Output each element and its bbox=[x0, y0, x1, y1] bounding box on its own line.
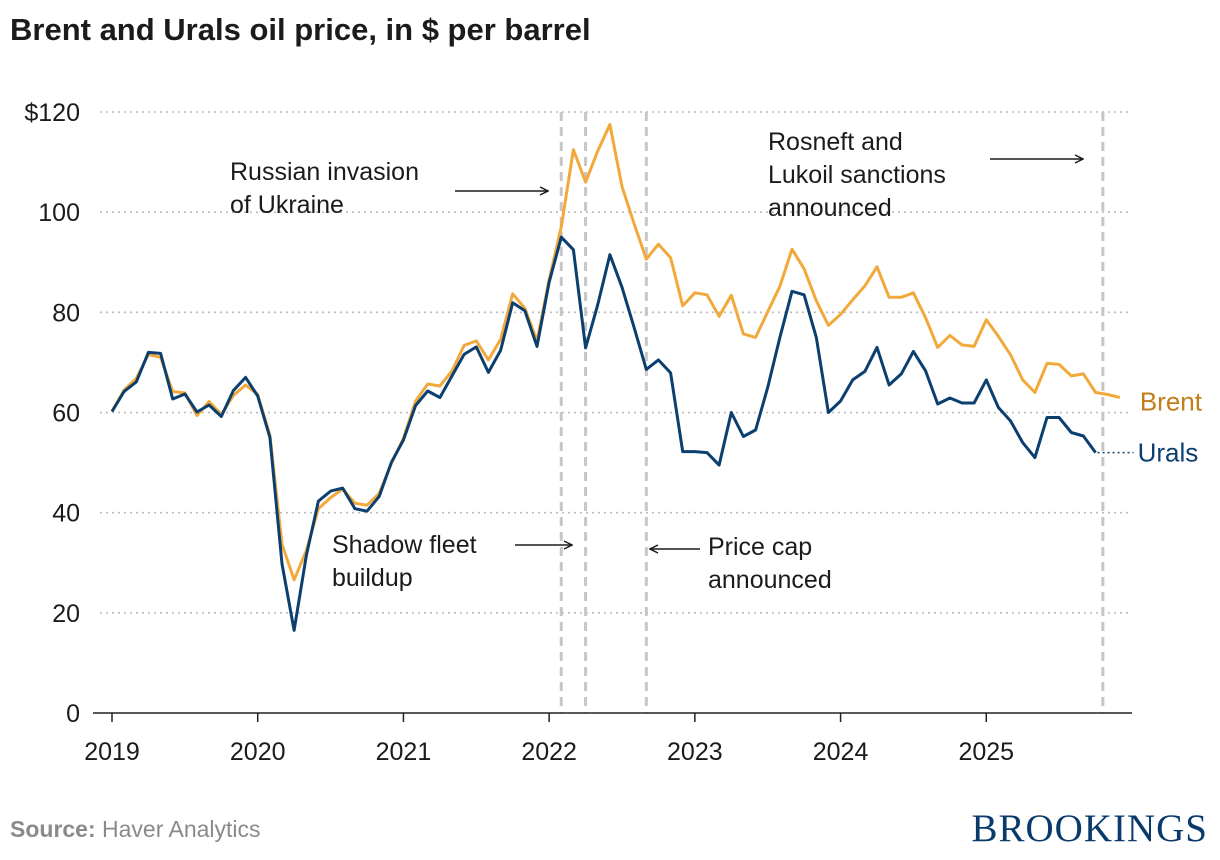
series-labels: Brent Urals bbox=[1097, 386, 1203, 468]
event-lines bbox=[559, 112, 1105, 713]
x-tick-label: 2023 bbox=[667, 738, 723, 766]
x-tick-label: 2024 bbox=[813, 738, 869, 766]
source-line: Source: Haver Analytics bbox=[10, 816, 261, 843]
x-tick-label: 2021 bbox=[376, 738, 432, 766]
y-tick-label: 60 bbox=[52, 400, 80, 428]
annotation-invasion-line: of Ukraine bbox=[230, 191, 344, 219]
annotation-pricecap-line: announced bbox=[708, 566, 832, 594]
x-tick-label: 2020 bbox=[230, 738, 286, 766]
series-line-urals bbox=[110, 235, 1097, 632]
y-tick-label: 80 bbox=[52, 299, 80, 327]
source-label: Source: bbox=[10, 816, 96, 842]
annotations: Russian invasion of Ukraine Shadow fleet bu… bbox=[230, 128, 1083, 594]
annotation-rosneft-line: Lukoil sanctions bbox=[768, 161, 946, 189]
series-label-brent: Brent bbox=[1140, 386, 1203, 416]
series-label-urals: Urals bbox=[1138, 438, 1199, 468]
chart-title: Brent and Urals oil price, in $ per barr… bbox=[10, 12, 591, 47]
annotation-invasion-line: Russian invasion bbox=[230, 158, 419, 186]
y-tick-label: $120 bbox=[24, 99, 80, 127]
gridlines bbox=[100, 111, 1132, 614]
y-tick-label: 0 bbox=[66, 700, 80, 728]
axes: 0 20 40 60 80 100 $120 2019 2020 2021 2022 2023 2024… bbox=[24, 99, 1132, 766]
y-tick-label: 20 bbox=[52, 600, 80, 628]
annotation-shadow-line: Shadow fleet bbox=[332, 531, 477, 559]
annotation-pricecap-line: Price cap bbox=[708, 533, 812, 561]
line-chart: 0 20 40 60 80 100 $120 2019 2020 2021 2022 2023 2024… bbox=[24, 99, 1203, 766]
source-text: Haver Analytics bbox=[102, 816, 261, 842]
brookings-logo: BROOKINGS bbox=[971, 807, 1208, 850]
x-tick-label: 2022 bbox=[521, 738, 577, 766]
x-tick-label: 2025 bbox=[958, 738, 1014, 766]
annotation-shadow-line: buildup bbox=[332, 564, 413, 592]
annotation-rosneft-line: Rosneft and bbox=[768, 128, 903, 156]
y-tick-label: 40 bbox=[52, 500, 80, 528]
x-tick-label: 2019 bbox=[84, 738, 140, 766]
series-lines bbox=[110, 123, 1121, 632]
series-line-brent bbox=[110, 123, 1121, 582]
annotation-rosneft-line: announced bbox=[768, 194, 892, 222]
y-tick-label: 100 bbox=[38, 199, 80, 227]
